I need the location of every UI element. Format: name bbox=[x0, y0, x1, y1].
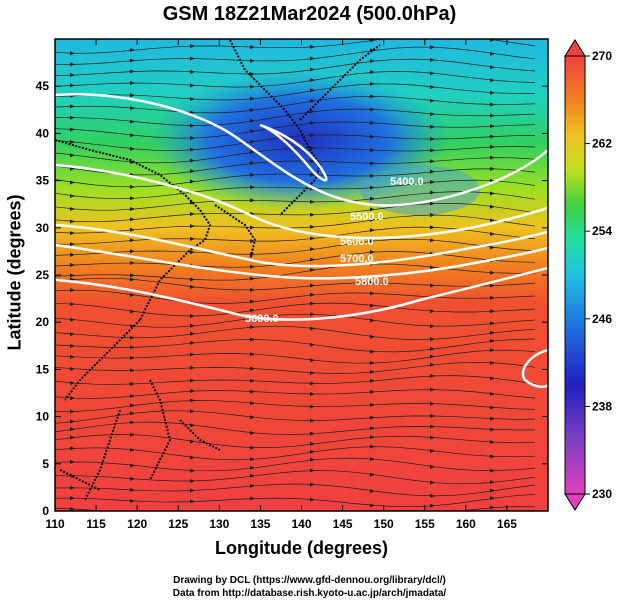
x-tick-label: 110 bbox=[45, 517, 65, 531]
x-tick-label: 125 bbox=[168, 517, 188, 531]
colorbar-tick-label: 246 bbox=[592, 312, 612, 326]
x-tick-label: 150 bbox=[374, 517, 394, 531]
colorbar-min-arrow bbox=[565, 494, 585, 510]
x-tick-label: 135 bbox=[250, 517, 270, 531]
streamline-arrow bbox=[430, 512, 435, 516]
colorbar: 230 238 246 254 262 270 bbox=[565, 40, 612, 510]
streamline-arrow bbox=[190, 513, 195, 517]
contour-label: 5600.0 bbox=[245, 313, 279, 325]
y-tick-label: 15 bbox=[36, 362, 50, 376]
y-tick-label: 5 bbox=[42, 457, 49, 471]
x-tick-label: 130 bbox=[209, 517, 229, 531]
colorbar-tick-label: 262 bbox=[592, 137, 612, 151]
colorbar-gradient bbox=[565, 56, 585, 494]
x-tick-label: 155 bbox=[415, 517, 435, 531]
y-tick-label: 0 bbox=[42, 504, 49, 518]
colorbar-tick-label: 238 bbox=[592, 399, 612, 413]
x-tick-label: 165 bbox=[497, 517, 517, 531]
colorbar-max-arrow bbox=[565, 40, 585, 56]
colorbar-tick-label: 270 bbox=[592, 49, 612, 63]
x-tick-label: 115 bbox=[86, 517, 106, 531]
streamline-arrow bbox=[430, 33, 435, 37]
contour-label: 5400.0 bbox=[390, 176, 424, 188]
y-tick-label: 45 bbox=[36, 79, 50, 93]
x-tick-label: 160 bbox=[456, 517, 476, 531]
contour-label: 5600.0 bbox=[340, 236, 374, 248]
y-tick-label: 20 bbox=[36, 315, 50, 329]
y-tick-label: 10 bbox=[36, 410, 50, 424]
y-tick-label: 25 bbox=[36, 268, 50, 282]
contour-label: 5700.0 bbox=[340, 253, 374, 265]
y-tick-label: 35 bbox=[36, 174, 50, 188]
contour-label: 5500.0 bbox=[350, 211, 384, 223]
contour-label: 5800.0 bbox=[355, 276, 389, 288]
cold-trough-region bbox=[360, 165, 480, 215]
y-tick-label: 30 bbox=[36, 221, 50, 235]
streamline-arrow bbox=[130, 512, 135, 516]
x-tick-label: 145 bbox=[333, 517, 353, 531]
x-tick-label: 120 bbox=[127, 517, 147, 531]
colorbar-tick-label: 254 bbox=[592, 224, 612, 238]
y-tick-label: 40 bbox=[36, 126, 50, 140]
x-tick-label: 140 bbox=[291, 517, 311, 531]
colorbar-ticks: 230 238 246 254 262 270 bbox=[585, 49, 612, 501]
colorbar-tick-label: 230 bbox=[592, 487, 612, 501]
streamline-arrow bbox=[310, 511, 315, 515]
